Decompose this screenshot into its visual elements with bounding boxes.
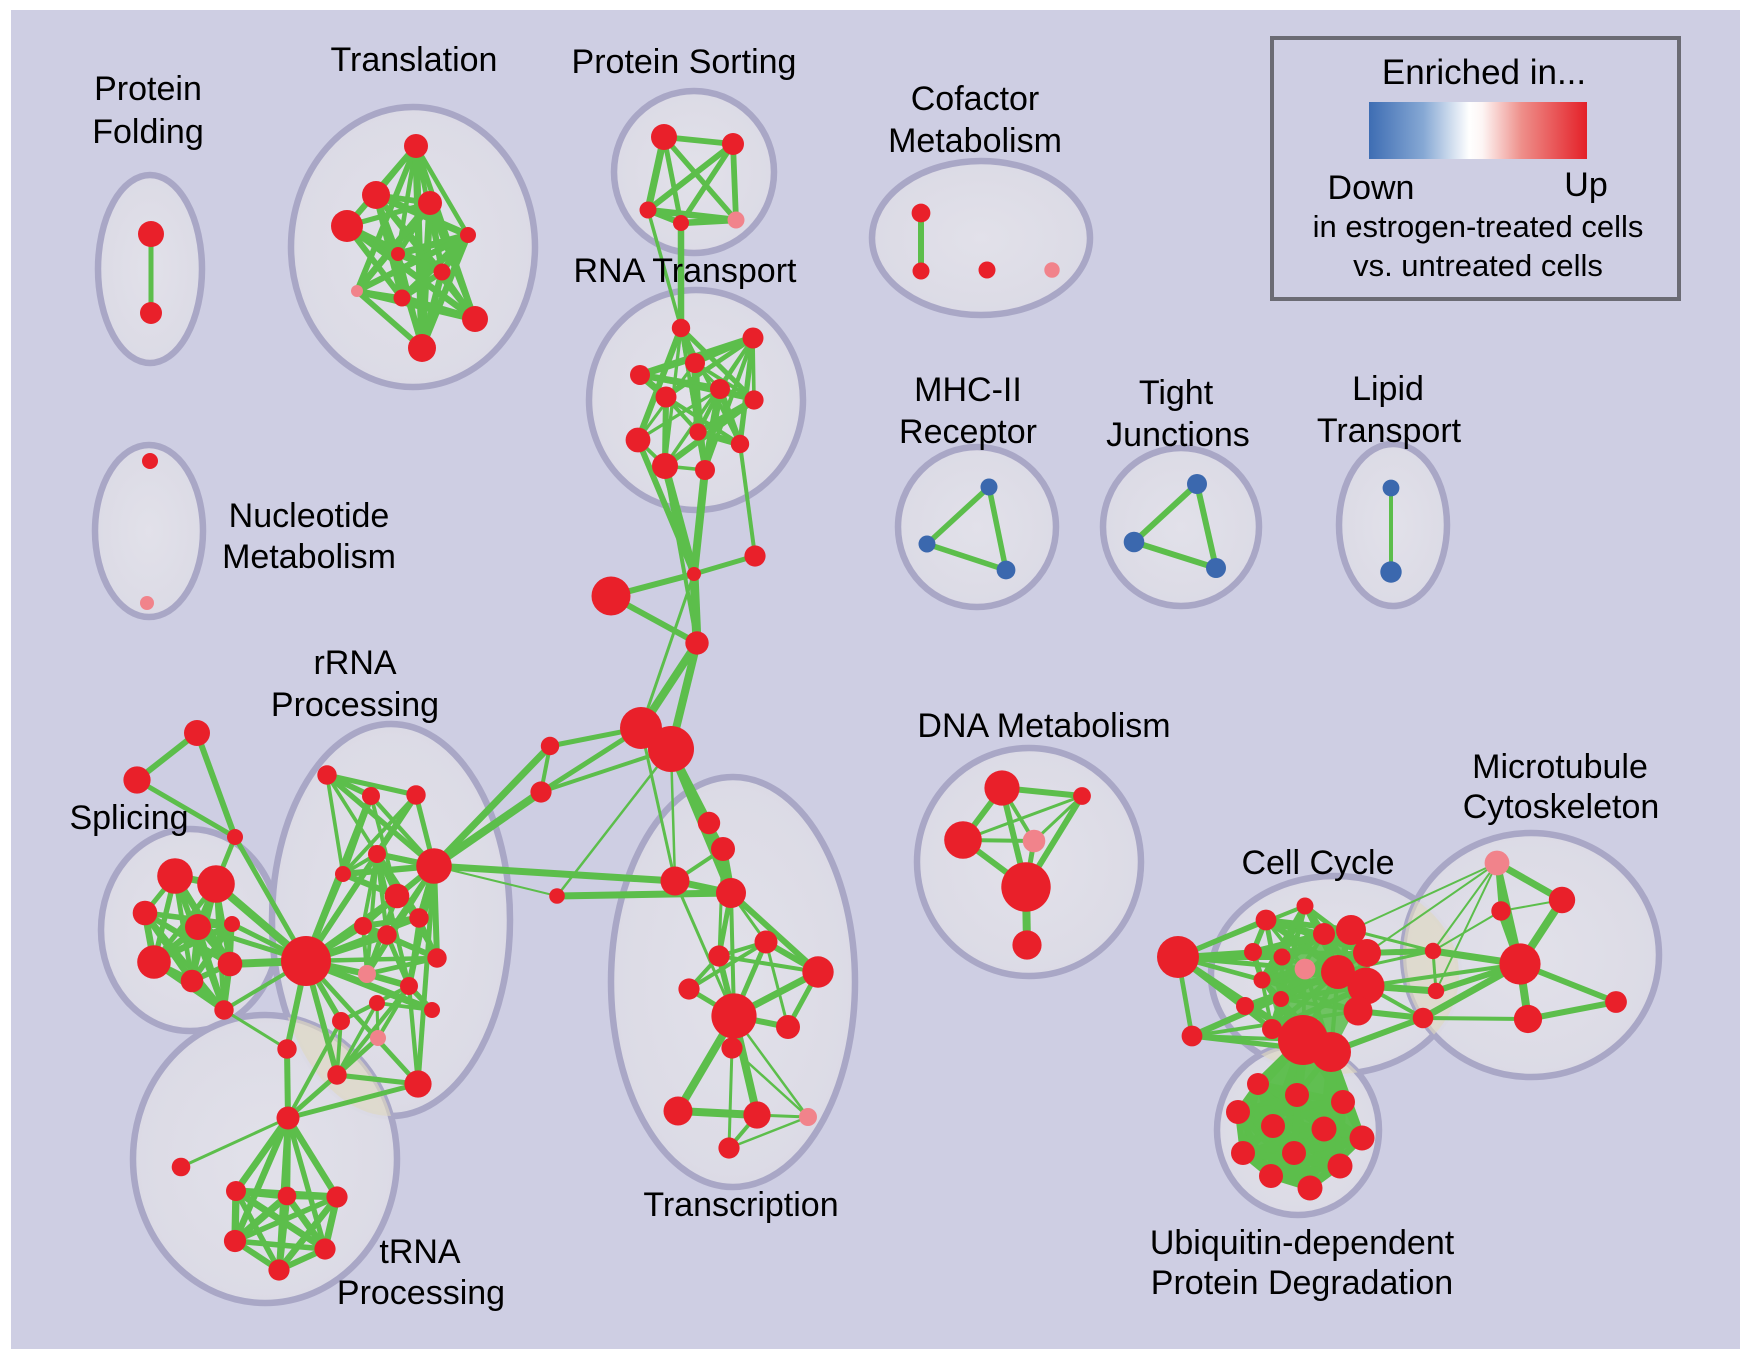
svg-text:Cytoskeleton: Cytoskeleton — [1463, 788, 1660, 826]
svg-text:Protein Sorting: Protein Sorting — [572, 43, 797, 81]
svg-text:vs. untreated cells: vs. untreated cells — [1353, 248, 1603, 283]
svg-text:Protein Degradation: Protein Degradation — [1151, 1264, 1453, 1302]
svg-text:Lipid: Lipid — [1352, 370, 1424, 408]
svg-text:MHC-II: MHC-II — [914, 371, 1022, 409]
svg-text:Receptor: Receptor — [899, 413, 1037, 451]
svg-text:Enriched in...: Enriched in... — [1382, 53, 1586, 92]
svg-text:Tight: Tight — [1139, 374, 1214, 412]
svg-text:DNA Metabolism: DNA Metabolism — [917, 707, 1170, 745]
svg-text:Processing: Processing — [271, 686, 439, 724]
svg-text:in estrogen-treated cells: in estrogen-treated cells — [1313, 209, 1644, 244]
svg-text:Transcription: Transcription — [643, 1186, 838, 1224]
svg-text:Nucleotide: Nucleotide — [229, 497, 390, 535]
svg-text:Metabolism: Metabolism — [222, 538, 396, 576]
svg-text:Processing: Processing — [337, 1274, 505, 1312]
svg-text:Metabolism: Metabolism — [888, 122, 1062, 160]
svg-text:Cell Cycle: Cell Cycle — [1241, 844, 1394, 882]
svg-text:Microtubule: Microtubule — [1472, 748, 1648, 786]
svg-text:rRNA: rRNA — [313, 644, 396, 682]
svg-text:Translation: Translation — [331, 41, 498, 79]
svg-text:Folding: Folding — [92, 113, 204, 151]
svg-text:Transport: Transport — [1317, 412, 1462, 450]
svg-text:RNA Transport: RNA Transport — [574, 252, 798, 290]
svg-text:Up: Up — [1564, 166, 1607, 204]
svg-text:Cofactor: Cofactor — [911, 80, 1040, 118]
svg-text:Ubiquitin-dependent: Ubiquitin-dependent — [1150, 1224, 1455, 1262]
svg-text:Down: Down — [1328, 169, 1415, 207]
svg-text:Protein: Protein — [94, 70, 202, 108]
svg-text:Splicing: Splicing — [69, 799, 188, 837]
svg-text:Junctions: Junctions — [1106, 416, 1250, 454]
svg-text:tRNA: tRNA — [379, 1233, 461, 1271]
